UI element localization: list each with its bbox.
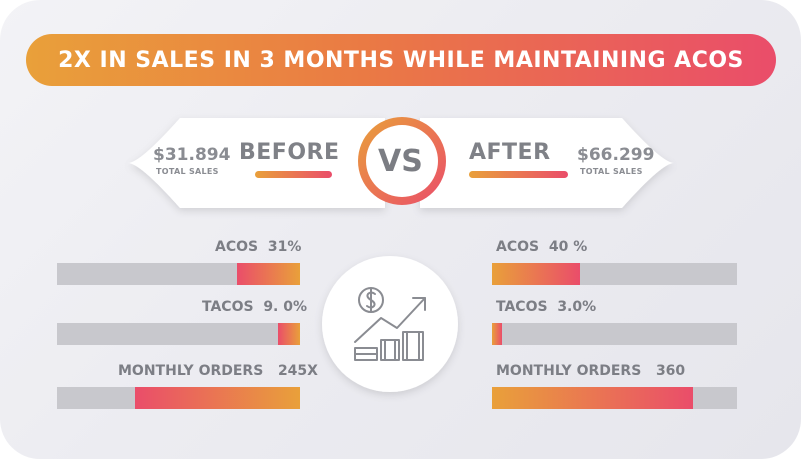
- after-tacos-fill: [492, 323, 502, 345]
- before-underline: [255, 171, 332, 178]
- before-tacos-label: TACOS 9. 0%: [202, 299, 308, 315]
- after-panel: [420, 118, 674, 208]
- after-orders-bar: [492, 387, 737, 409]
- before-amount: $31.894: [153, 145, 231, 165]
- before-orders-label: MONTHLY ORDERS 245X: [118, 363, 318, 379]
- before-orders-fill: [134, 387, 300, 409]
- after-tacos-label: TACOS 3.0%: [496, 299, 597, 315]
- after-acos-bar: [492, 263, 737, 285]
- after-orders-fill: [492, 387, 693, 409]
- vs-text: VS: [378, 144, 423, 179]
- before-tacos-bar: [57, 323, 300, 345]
- after-tacos-bar: [492, 323, 737, 345]
- before-panel: [128, 118, 385, 208]
- after-amount: $66.299: [577, 145, 655, 165]
- after-orders-label: MONTHLY ORDERS 360: [496, 363, 686, 379]
- after-acos-fill: [492, 263, 581, 285]
- after-caption: TOTAL SALES: [580, 167, 643, 176]
- before-acos-bar: [57, 263, 300, 285]
- before-orders-bar: [57, 387, 300, 409]
- before-label: BEFORE: [239, 140, 340, 165]
- after-acos-label: ACOS 40 %: [496, 239, 588, 255]
- vs-disc: [366, 125, 438, 197]
- headline-banner: 2X IN SALES IN 3 MONTHS WHILE MAINTAININ…: [26, 34, 776, 86]
- headline-text: 2X IN SALES IN 3 MONTHS WHILE MAINTAININ…: [58, 47, 744, 73]
- before-acos-label: ACOS 31%: [215, 239, 302, 255]
- before-tacos-fill: [278, 323, 300, 345]
- after-label: AFTER: [469, 140, 551, 165]
- before-acos-fill: [236, 263, 300, 285]
- before-caption: TOTAL SALES: [156, 167, 219, 176]
- after-underline: [469, 171, 568, 178]
- sales-growth-chart-icon: [354, 287, 426, 361]
